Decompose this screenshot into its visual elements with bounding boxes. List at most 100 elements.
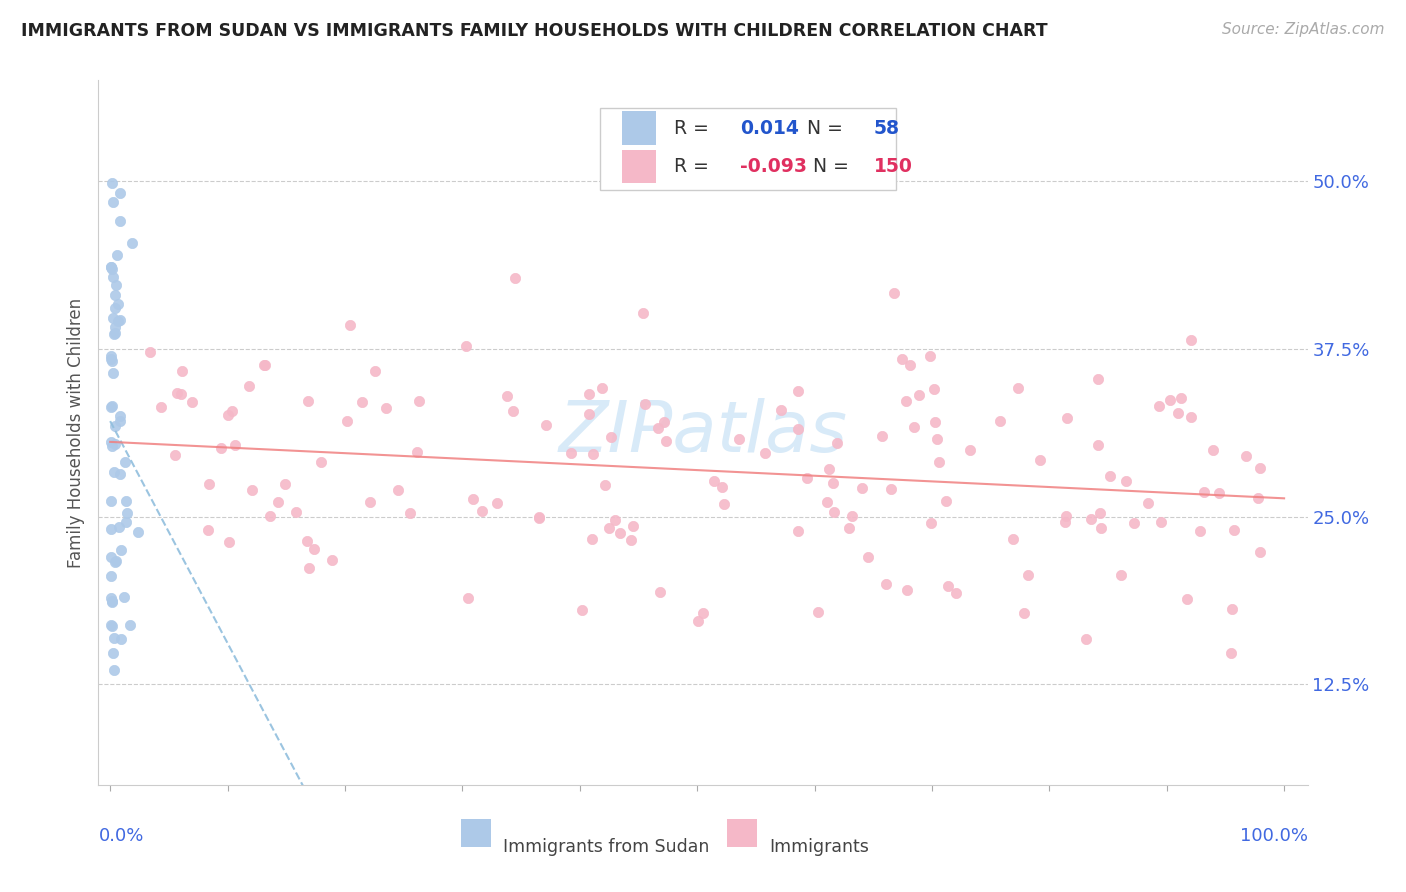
Point xyxy=(1012,607,1035,621)
Point xyxy=(600,430,623,444)
Point xyxy=(398,506,420,520)
Point xyxy=(710,480,733,494)
Y-axis label: Family Households with Children: Family Households with Children xyxy=(66,298,84,567)
Point xyxy=(456,339,478,353)
Text: Source: ZipAtlas.com: Source: ZipAtlas.com xyxy=(1222,22,1385,37)
Point xyxy=(218,534,240,549)
Point xyxy=(107,314,129,328)
Point xyxy=(786,384,808,399)
Point xyxy=(1222,523,1244,537)
Point xyxy=(101,646,124,660)
Point xyxy=(1029,453,1052,467)
Point xyxy=(838,521,860,535)
Point xyxy=(713,498,735,512)
Point xyxy=(1002,533,1025,547)
Point xyxy=(108,414,131,428)
Point xyxy=(217,408,239,422)
Point xyxy=(1220,602,1243,616)
Point xyxy=(100,401,122,415)
Point xyxy=(703,474,725,488)
Point xyxy=(959,443,981,458)
Point xyxy=(100,594,122,608)
Point xyxy=(686,615,709,629)
Point xyxy=(100,434,122,449)
Point xyxy=(496,389,519,403)
Point xyxy=(898,358,921,372)
Point xyxy=(582,447,605,461)
Point xyxy=(100,439,122,453)
Point xyxy=(100,618,122,632)
Point xyxy=(823,476,845,491)
Point xyxy=(621,518,644,533)
Point xyxy=(104,555,127,569)
Point xyxy=(1234,449,1257,463)
Point xyxy=(1175,591,1198,606)
Text: 0.0%: 0.0% xyxy=(98,827,143,846)
Point xyxy=(1115,474,1137,488)
Point xyxy=(924,415,946,429)
Point xyxy=(1192,484,1215,499)
Point xyxy=(198,476,221,491)
Point xyxy=(253,359,276,373)
Point xyxy=(920,516,942,530)
Point xyxy=(180,395,202,409)
Text: 58: 58 xyxy=(873,119,900,138)
Point xyxy=(100,494,122,508)
Point xyxy=(908,388,931,402)
Point xyxy=(896,393,918,408)
Point xyxy=(100,260,122,274)
Point xyxy=(815,495,838,509)
Text: -0.093: -0.093 xyxy=(741,157,807,176)
Point xyxy=(1056,410,1078,425)
Point xyxy=(1219,646,1241,660)
Point xyxy=(101,176,124,190)
Point xyxy=(108,409,131,423)
Point xyxy=(728,433,751,447)
Point xyxy=(851,481,873,495)
Point xyxy=(103,366,125,380)
Point xyxy=(1249,544,1271,558)
Point xyxy=(105,248,128,262)
Point xyxy=(502,404,524,418)
Point xyxy=(1090,521,1112,535)
Text: 100.0%: 100.0% xyxy=(1240,827,1308,846)
Point xyxy=(560,446,582,460)
Point xyxy=(593,477,616,491)
Point xyxy=(165,448,187,462)
Point xyxy=(818,462,841,476)
Point xyxy=(945,586,967,600)
Point xyxy=(1189,524,1212,539)
Text: ZIPatlas: ZIPatlas xyxy=(558,398,848,467)
Point xyxy=(890,352,912,367)
Point xyxy=(100,568,122,582)
Point xyxy=(1017,568,1039,582)
Point xyxy=(988,414,1011,428)
Point xyxy=(103,632,125,646)
Point xyxy=(295,533,318,548)
Point xyxy=(655,434,678,449)
Point xyxy=(108,186,131,200)
Text: 0.014: 0.014 xyxy=(741,119,800,138)
Point xyxy=(1007,381,1029,395)
Point xyxy=(103,310,125,325)
Point xyxy=(100,260,122,274)
Point xyxy=(267,495,290,509)
Point xyxy=(1074,632,1097,646)
Point xyxy=(807,605,830,619)
Point xyxy=(1088,506,1111,520)
Point xyxy=(297,394,319,409)
Point xyxy=(652,415,675,429)
Point xyxy=(104,418,127,433)
Text: R =: R = xyxy=(673,119,709,138)
Point xyxy=(110,632,132,647)
Point xyxy=(692,606,714,620)
Point xyxy=(103,465,125,479)
Point xyxy=(100,591,122,606)
Point xyxy=(100,549,122,564)
Point xyxy=(598,521,620,535)
Point xyxy=(104,320,127,334)
Point xyxy=(825,436,848,450)
Point xyxy=(471,504,494,518)
Bar xyxy=(621,150,655,184)
Point xyxy=(387,483,409,497)
